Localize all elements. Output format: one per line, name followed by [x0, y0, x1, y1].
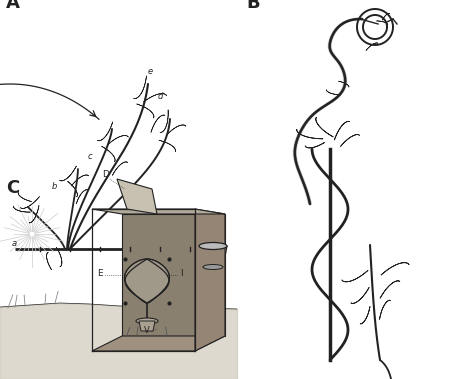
Polygon shape: [72, 175, 89, 186]
Polygon shape: [160, 110, 168, 132]
Polygon shape: [29, 205, 39, 223]
Polygon shape: [334, 121, 350, 140]
Polygon shape: [92, 209, 225, 214]
Text: d: d: [158, 92, 164, 101]
Polygon shape: [134, 76, 146, 99]
Polygon shape: [338, 81, 349, 87]
Polygon shape: [195, 209, 225, 351]
Text: e: e: [148, 67, 153, 76]
Polygon shape: [20, 197, 39, 208]
Polygon shape: [340, 135, 359, 147]
Polygon shape: [316, 117, 333, 137]
Polygon shape: [122, 214, 225, 336]
Polygon shape: [144, 94, 166, 102]
Polygon shape: [381, 263, 409, 275]
Text: c: c: [88, 152, 92, 161]
Polygon shape: [151, 115, 165, 132]
Polygon shape: [380, 281, 400, 298]
Polygon shape: [351, 287, 369, 304]
Ellipse shape: [203, 265, 223, 269]
Polygon shape: [382, 13, 390, 20]
Polygon shape: [108, 136, 128, 145]
Ellipse shape: [199, 243, 227, 249]
Polygon shape: [13, 206, 30, 212]
Text: E: E: [97, 269, 103, 278]
Polygon shape: [125, 259, 169, 303]
Polygon shape: [297, 129, 323, 139]
Text: A: A: [6, 0, 20, 12]
Polygon shape: [67, 181, 77, 197]
Text: a: a: [12, 239, 17, 248]
Polygon shape: [159, 140, 175, 152]
Polygon shape: [101, 146, 115, 162]
Polygon shape: [327, 89, 341, 95]
Polygon shape: [199, 246, 227, 267]
Polygon shape: [166, 125, 186, 136]
Polygon shape: [112, 162, 128, 175]
Polygon shape: [376, 21, 388, 25]
Text: V: V: [144, 326, 150, 335]
Text: I: I: [180, 269, 182, 278]
Polygon shape: [366, 43, 378, 50]
Ellipse shape: [136, 318, 158, 324]
Polygon shape: [18, 193, 32, 202]
Polygon shape: [97, 122, 113, 141]
Polygon shape: [380, 300, 391, 319]
Polygon shape: [139, 321, 155, 331]
Polygon shape: [360, 306, 370, 324]
Polygon shape: [137, 104, 154, 118]
Text: C: C: [6, 179, 19, 197]
Text: B: B: [246, 0, 260, 12]
Text: D: D: [102, 170, 109, 179]
Polygon shape: [342, 270, 368, 282]
Polygon shape: [56, 247, 62, 267]
Polygon shape: [76, 190, 88, 204]
Polygon shape: [305, 142, 325, 148]
Polygon shape: [92, 336, 225, 351]
Text: b: b: [52, 182, 57, 191]
Polygon shape: [60, 166, 76, 181]
Polygon shape: [46, 252, 52, 270]
Polygon shape: [117, 179, 157, 214]
